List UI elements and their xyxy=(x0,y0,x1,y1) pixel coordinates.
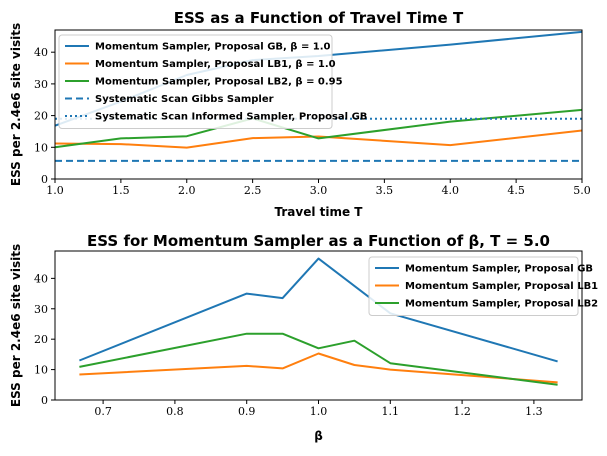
legend-label: Momentum Sampler, Proposal GB, β = 1.0 xyxy=(95,42,331,53)
x-tick-label: 1.2 xyxy=(453,405,471,418)
x-tick-label: 1.3 xyxy=(525,405,543,418)
x-tick-label: 1.5 xyxy=(112,184,130,197)
series-line-1 xyxy=(79,257,558,363)
legend-label: Momentum Sampler, Proposal LB2 xyxy=(405,299,598,310)
x-axis-label: β xyxy=(314,429,323,443)
legend-label: Momentum Sampler, Proposal GB xyxy=(405,264,593,275)
y-axis-label: ESS per 2.4e6 site visits xyxy=(9,244,23,407)
series-line-2 xyxy=(79,352,558,384)
legend-box xyxy=(368,256,579,316)
x-tick-label: 5.0 xyxy=(573,184,591,197)
series-line-3 xyxy=(79,332,558,386)
y-tick-label: 10 xyxy=(34,364,48,377)
x-tick-label: 3.5 xyxy=(376,184,394,197)
legend-label: Systematic Scan Informed Sampler, Propos… xyxy=(95,112,367,123)
chart-panel-1: ESS as a Function of Travel Time T 1.0 1.5… xyxy=(9,9,591,219)
y-tick-label: 0 xyxy=(41,394,48,407)
x-tick-label: 0.7 xyxy=(94,405,112,418)
x-tick-label: 2.0 xyxy=(178,184,196,197)
legend: Momentum Sampler, Proposal GB Momentum Sa… xyxy=(368,256,598,316)
chart-panel-2: ESS for Momentum Sampler as a Function o… xyxy=(9,232,598,443)
chart-title: ESS as a Function of Travel Time T xyxy=(174,9,464,27)
legend-box xyxy=(58,34,333,129)
legend-label: Momentum Sampler, Proposal LB1 xyxy=(405,281,598,292)
x-tick-label: 1.1 xyxy=(382,405,400,418)
y-tick-label: 20 xyxy=(34,110,48,123)
legend-label: Momentum Sampler, Proposal LB2, β = 0.95 xyxy=(95,77,343,88)
x-tick-label: 1.0 xyxy=(310,405,328,418)
x-tick-label: 0.8 xyxy=(166,405,184,418)
x-tick-label: 0.9 xyxy=(238,405,256,418)
x-tick-label: 1.0 xyxy=(46,184,64,197)
y-tick-label: 30 xyxy=(34,78,48,91)
x-tick-label: 2.5 xyxy=(244,184,262,197)
legend: Momentum Sampler, Proposal GB, β = 1.0 Mo… xyxy=(58,34,367,129)
y-tick-label: 0 xyxy=(41,173,48,186)
chart-title: ESS for Momentum Sampler as a Function o… xyxy=(87,232,550,250)
legend-label: Systematic Scan Gibbs Sampler xyxy=(95,94,274,105)
x-tick-label: 4.5 xyxy=(507,184,525,197)
series-line-2 xyxy=(54,129,583,149)
y-tick-label: 20 xyxy=(34,333,48,346)
x-axis-label: Travel time T xyxy=(275,205,364,219)
legend-label: Momentum Sampler, Proposal LB1, β = 1.0 xyxy=(95,59,336,70)
x-tick-label: 3.0 xyxy=(310,184,328,197)
y-tick-label: 40 xyxy=(34,272,48,285)
y-tick-label: 10 xyxy=(34,141,48,154)
y-tick-label: 30 xyxy=(34,303,48,316)
y-axis-label: ESS per 2.4e6 site visits xyxy=(9,23,23,186)
y-tick-label: 40 xyxy=(34,46,48,59)
x-tick-label: 4.0 xyxy=(442,184,460,197)
